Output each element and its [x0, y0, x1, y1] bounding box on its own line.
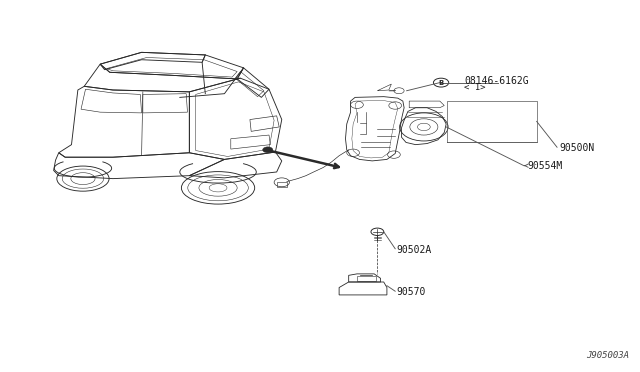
Circle shape: [262, 147, 273, 153]
Bar: [357, 276, 376, 281]
Text: J905003A: J905003A: [586, 350, 629, 359]
Text: 90502A: 90502A: [396, 244, 432, 254]
Text: 90570: 90570: [396, 287, 426, 297]
Text: 90554M: 90554M: [528, 161, 563, 171]
Circle shape: [433, 78, 449, 87]
Text: 08146-6162G: 08146-6162G: [464, 76, 529, 86]
Text: B: B: [438, 80, 444, 86]
Text: < 1>: < 1>: [464, 83, 486, 92]
Text: 90500N: 90500N: [559, 143, 594, 153]
